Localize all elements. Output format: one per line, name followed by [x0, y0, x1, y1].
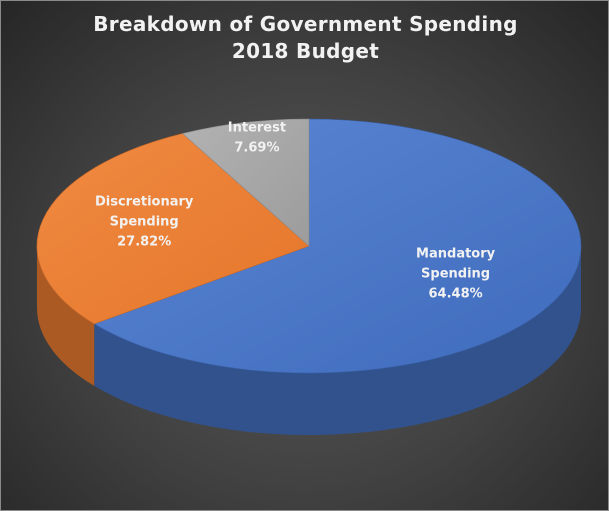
pie-slice-0[interactable]: [93, 118, 582, 374]
pie-slice-1[interactable]: [36, 133, 310, 325]
pie-side-0: [94, 246, 582, 436]
pie-labels: Mandatory Spending 64.48% Discretionary Spen…: [95, 120, 496, 301]
pie-side-1: [37, 246, 95, 386]
slice-label-0: Mandatory Spending 64.48%: [416, 246, 496, 301]
pie-slice-2[interactable]: [181, 118, 310, 247]
slice-name-label: Spending: [110, 214, 179, 229]
slice-name-label: Mandatory: [416, 246, 496, 261]
slice-name-label: Interest: [228, 120, 286, 135]
slice-label-2: Interest 7.69%: [228, 120, 286, 155]
chart-subtitle: 2018 Budget: [231, 39, 380, 63]
slice-value-label: 7.69%: [234, 140, 279, 155]
slice-value-label: 64.48%: [429, 286, 483, 301]
pie-tops: [36, 118, 582, 374]
slice-name-label: Spending: [421, 266, 490, 281]
slice-name-label: Discretionary: [95, 194, 194, 209]
slice-value-label: 27.82%: [117, 234, 171, 249]
pie-sides: [37, 246, 582, 436]
chart-title: Breakdown of Government Spending: [93, 12, 518, 36]
slice-label-1: Discretionary Spending 27.82%: [95, 194, 194, 249]
